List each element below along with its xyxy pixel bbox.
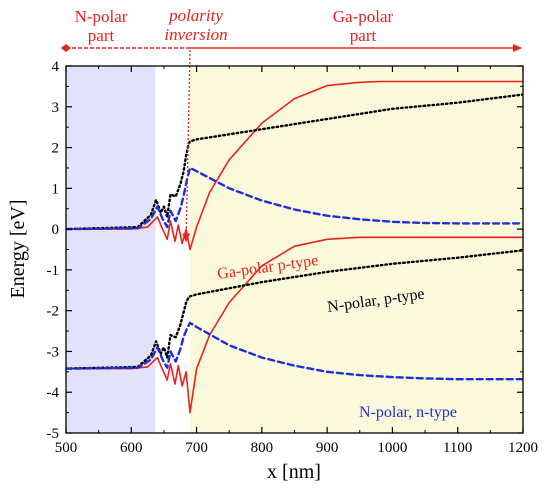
y-tick-label: -2 <box>47 304 60 320</box>
inversion-label-line2: inversion <box>164 25 227 44</box>
x-tick-label: 1200 <box>508 440 538 456</box>
y-tick-label: 1 <box>52 181 60 197</box>
x-tick-label: 700 <box>185 440 208 456</box>
annotation-n-polar-n-type: N-polar, n-type <box>359 404 457 421</box>
series-layer <box>66 80 523 414</box>
ga-polar-label-line1: Ga-polar <box>333 7 394 26</box>
inversion-label-line1: polarity <box>168 6 223 25</box>
ga-polar-label-line2: part <box>350 26 377 45</box>
x-tick-label: 500 <box>55 440 78 456</box>
x-tick-label: 900 <box>316 440 339 456</box>
x-tick-label: 800 <box>251 440 274 456</box>
series-n-polar-n-lower <box>66 321 523 381</box>
y-tick-label: -1 <box>47 263 60 279</box>
y-axis-title: Energy [eV] <box>7 199 29 298</box>
x-tick-label: 1000 <box>377 440 407 456</box>
series-n-polar-p-upper <box>66 93 523 231</box>
n-polar-label-line2: part <box>88 26 115 45</box>
ticks-layer: 500 600 700 800 900 1000 1100 1200 4 3 2 1 0 -1 -2 -3 -4… <box>47 59 539 456</box>
series-n-polar-n-upper <box>66 166 523 231</box>
y-tick-label: -3 <box>47 344 60 360</box>
y-tick-label: 3 <box>52 100 60 116</box>
n-polar-label-line1: N-polar <box>75 7 128 26</box>
ga-polar-region-shade <box>190 66 524 433</box>
series-n-polar-p-lower <box>66 249 523 370</box>
n-polar-region-shade <box>66 66 156 433</box>
series-ga-polar-p-upper <box>66 80 523 251</box>
y-tick-label: -5 <box>47 426 60 442</box>
x-tick-label: 1100 <box>443 440 472 456</box>
y-tick-label: -4 <box>47 385 60 401</box>
x-tick-label: 600 <box>120 440 143 456</box>
series-ga-polar-p-lower <box>66 236 523 414</box>
x-axis-title: x [nm] <box>267 461 321 483</box>
y-tick-label: 2 <box>52 141 60 157</box>
y-tick-label: 4 <box>52 59 60 75</box>
y-tick-label: 0 <box>52 222 60 238</box>
